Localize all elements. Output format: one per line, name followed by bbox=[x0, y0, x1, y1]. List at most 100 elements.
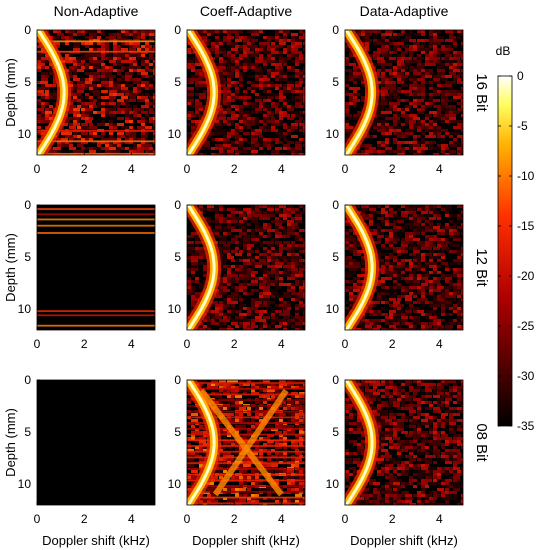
panel-background bbox=[37, 380, 155, 505]
y-tick-label: 10 bbox=[168, 302, 182, 316]
x-tick-label: 4 bbox=[128, 337, 135, 351]
y-tick-label: 0 bbox=[332, 23, 339, 37]
y-tick-label: 10 bbox=[18, 302, 32, 316]
x-tick-label: 2 bbox=[81, 162, 88, 176]
colorbar-tick-label: -20 bbox=[517, 269, 535, 283]
spectrogram-panel: 0 2 4 0 5 10 bbox=[326, 198, 464, 351]
spectrogram-panel: 0 2 4 0 5 10 Doppler shift (kHz) bbox=[168, 373, 306, 548]
column-title: Data-Adaptive bbox=[360, 3, 449, 19]
y-axis: 0 5 10 bbox=[168, 373, 190, 491]
y-axis-label: Depth (mm) bbox=[3, 58, 18, 127]
colorbar-ticks: 0 -5 -10 -15 -20 -25 -30 -35 bbox=[498, 69, 535, 433]
y-tick-label: 0 bbox=[174, 373, 181, 387]
panel-frame bbox=[344, 29, 464, 156]
column-titles: Non-Adaptive Coeff-Adaptive Data-Adaptive bbox=[54, 3, 449, 19]
y-tick-label: 10 bbox=[326, 127, 340, 141]
x-tick-label: 2 bbox=[389, 512, 396, 526]
colorbar-tick-label: -25 bbox=[517, 319, 535, 333]
x-axis: 0 2 4 bbox=[34, 502, 135, 526]
x-axis: 0 2 4 bbox=[184, 152, 285, 176]
y-axis: 0 5 10 bbox=[18, 198, 40, 316]
doppler-arc bbox=[187, 205, 222, 330]
y-tick-label: 10 bbox=[168, 127, 182, 141]
colorbar-gradient bbox=[497, 75, 513, 427]
y-tick-label: 5 bbox=[24, 425, 31, 439]
quantization-bands bbox=[37, 208, 155, 327]
spectrogram-panel: 0 2 4 0 5 10 bbox=[326, 23, 464, 176]
x-axis-label: Doppler shift (kHz) bbox=[350, 533, 458, 548]
noise-texture bbox=[37, 30, 155, 155]
x-axis: 0 2 4 bbox=[342, 502, 443, 526]
x-tick-label: 4 bbox=[436, 162, 443, 176]
noise-texture bbox=[345, 380, 463, 505]
y-tick-label: 5 bbox=[174, 425, 181, 439]
x-axis: 0 2 4 bbox=[34, 327, 135, 351]
y-tick-label: 0 bbox=[332, 373, 339, 387]
x-axis-label: Doppler shift (kHz) bbox=[42, 533, 150, 548]
y-tick-label: 5 bbox=[174, 250, 181, 264]
colorbar-unit: dB bbox=[496, 44, 511, 58]
colorbar-tick-label: 0 bbox=[517, 69, 524, 83]
column-title: Coeff-Adaptive bbox=[200, 3, 293, 19]
row-label: 12 Bit bbox=[473, 248, 490, 287]
x-tick-label: 2 bbox=[231, 512, 238, 526]
y-tick-label: 10 bbox=[18, 477, 32, 491]
colorbar-tick-label: -15 bbox=[517, 219, 535, 233]
doppler-arc bbox=[345, 380, 380, 505]
x-tick-label: 2 bbox=[389, 162, 396, 176]
y-tick-label: 5 bbox=[332, 75, 339, 89]
y-axis-label: Depth (mm) bbox=[3, 233, 18, 302]
x-axis-label: Doppler shift (kHz) bbox=[192, 533, 300, 548]
y-axis: 0 5 10 bbox=[18, 373, 40, 491]
noise-texture bbox=[345, 30, 463, 155]
noise-texture bbox=[345, 205, 463, 330]
y-tick-label: 10 bbox=[168, 477, 182, 491]
x-tick-label: 0 bbox=[184, 337, 191, 351]
doppler-arc bbox=[345, 205, 380, 330]
doppler-arc bbox=[187, 30, 222, 155]
row-label: 16 Bit bbox=[473, 73, 490, 112]
panel-frame bbox=[36, 379, 156, 506]
x-axis: 0 2 4 bbox=[184, 327, 285, 351]
y-axis: 0 5 10 bbox=[168, 23, 190, 141]
y-axis: 0 5 10 bbox=[326, 373, 348, 491]
x-tick-label: 4 bbox=[436, 337, 443, 351]
quantization-bands bbox=[37, 40, 155, 155]
y-tick-label: 10 bbox=[18, 127, 32, 141]
x-tick-label: 0 bbox=[184, 512, 191, 526]
panel-frame bbox=[186, 204, 306, 331]
y-axis: 0 5 10 bbox=[168, 198, 190, 316]
y-tick-label: 0 bbox=[24, 373, 31, 387]
y-axis: 0 5 10 bbox=[326, 198, 348, 316]
y-tick-label: 5 bbox=[24, 75, 31, 89]
spectrogram-panel: 0 2 4 0 5 10 Doppler shift (kHz) bbox=[326, 373, 464, 548]
colorbar-tick-label: -30 bbox=[517, 369, 535, 383]
panel-frame bbox=[186, 379, 306, 506]
spectrogram-panel: 0 2 4 0 5 10 bbox=[168, 198, 306, 351]
x-tick-label: 2 bbox=[389, 337, 396, 351]
x-tick-label: 0 bbox=[342, 337, 349, 351]
colorbar-tick-label: -5 bbox=[517, 119, 528, 133]
x-tick-label: 2 bbox=[231, 337, 238, 351]
x-tick-label: 0 bbox=[34, 512, 41, 526]
panel-frame bbox=[36, 204, 156, 331]
x-tick-label: 2 bbox=[231, 162, 238, 176]
spectrogram-panel: 0 2 4 0 5 10 bbox=[168, 23, 306, 176]
y-tick-label: 5 bbox=[24, 250, 31, 264]
panel-frame bbox=[186, 29, 306, 156]
x-tick-label: 0 bbox=[342, 512, 349, 526]
x-tick-label: 4 bbox=[278, 162, 285, 176]
y-tick-label: 0 bbox=[24, 198, 31, 212]
colorbar-tick-label: -10 bbox=[517, 169, 535, 183]
x-axis: 0 2 4 bbox=[342, 327, 443, 351]
y-tick-label: 10 bbox=[326, 477, 340, 491]
y-axis: 0 5 10 bbox=[18, 23, 40, 141]
colorbar-tick-label: -35 bbox=[517, 419, 535, 433]
row-labels: 16 Bit 12 Bit 08 Bit bbox=[473, 73, 490, 462]
panel-frame bbox=[344, 379, 464, 506]
